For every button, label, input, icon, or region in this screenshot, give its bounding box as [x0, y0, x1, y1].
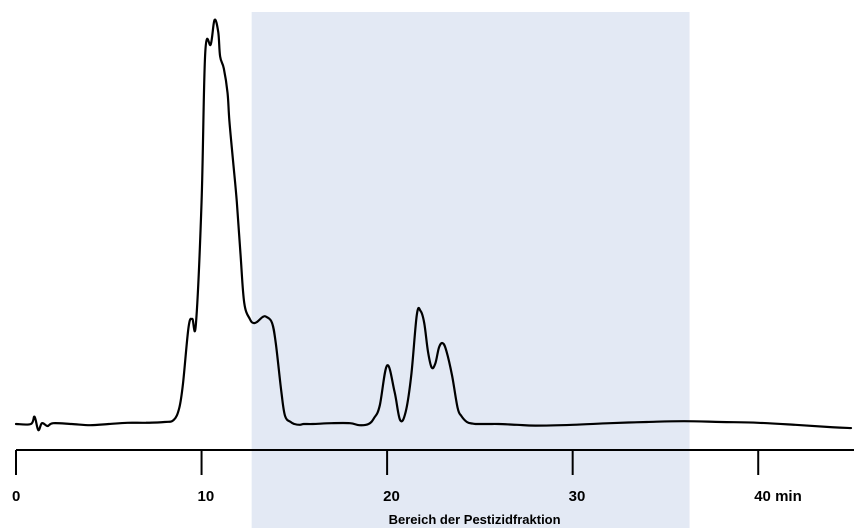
shaded-region-label: Bereich der Pestizidfraktion: [389, 512, 561, 527]
chromatogram-trace: [14, 18, 853, 432]
x-tick-label-20: 20: [383, 488, 400, 505]
shaded-region-pestizidfraktion: [251, 12, 690, 528]
x-tick-label-0: 0: [12, 488, 20, 505]
x-tick-label-10: 10: [198, 488, 215, 505]
x-axis-ticks: 0 10 20 30 40 min: [12, 450, 802, 505]
x-tick-label-40: 40 min: [754, 488, 802, 505]
x-tick-label-30: 30: [569, 488, 586, 505]
